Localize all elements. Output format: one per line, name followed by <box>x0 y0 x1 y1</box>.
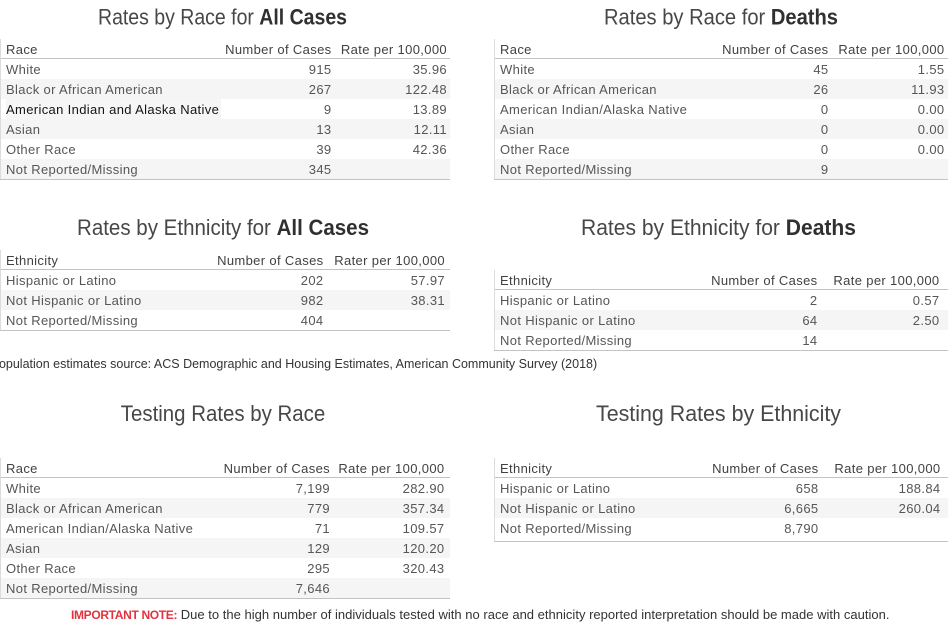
svg-text:Rates by Ethnicity for All Cas: Rates by Ethnicity for All Cases <box>77 215 369 240</box>
svg-text:Testing Rates by Ethnicity: Testing Rates by Ethnicity <box>596 401 841 426</box>
svg-text:Rates by Ethnicity for Deaths: Rates by Ethnicity for Deaths <box>581 215 856 240</box>
svg-text:Rates by Race for Deaths: Rates by Race for Deaths <box>604 4 838 29</box>
svg-text:Rates by Race for All Cases: Rates by Race for All Cases <box>98 4 347 29</box>
svg-text:Testing Rates by Race: Testing Rates by Race <box>121 401 325 426</box>
